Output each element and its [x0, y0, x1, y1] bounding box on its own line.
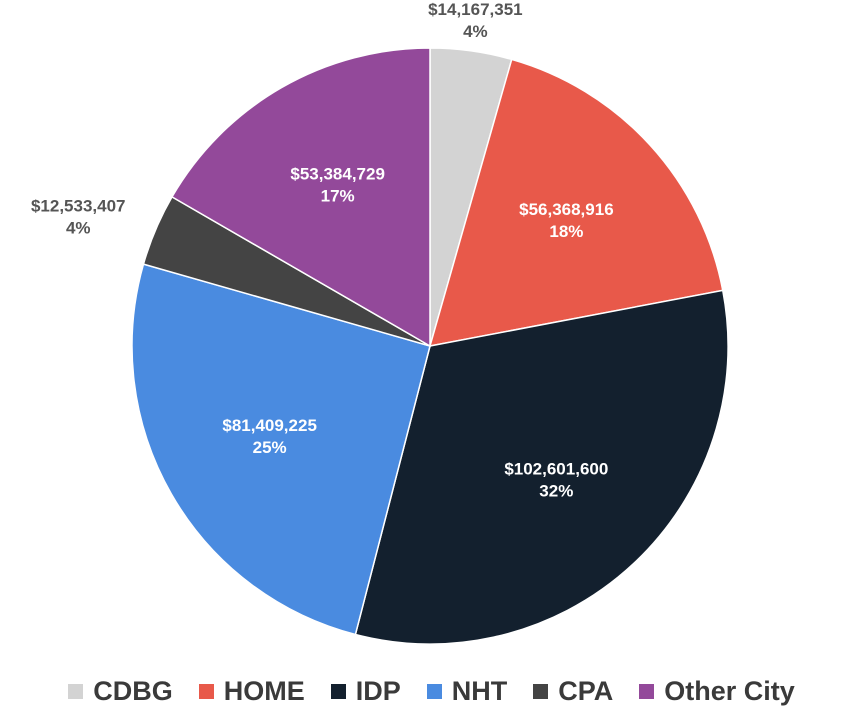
legend-item: NHT	[426, 676, 508, 707]
legend-swatch	[68, 684, 84, 699]
value-label: $56,368,916	[519, 200, 614, 219]
legend-swatch	[533, 684, 549, 699]
legend-swatch	[330, 684, 346, 699]
legend-label: IDP	[355, 676, 401, 706]
legend-item: CPA	[533, 676, 613, 707]
percent-label: 17%	[321, 186, 355, 205]
legend-swatch	[639, 684, 655, 699]
legend-swatch	[198, 684, 214, 699]
legend-label: NHT	[451, 676, 508, 706]
percent-label: 4%	[463, 22, 488, 41]
legend-label: CDBG	[93, 676, 173, 706]
value-label: $81,409,225	[222, 416, 317, 435]
legend-swatch	[426, 684, 442, 699]
legend-item: Other City	[639, 676, 795, 707]
pie-slice	[354, 289, 729, 645]
chart: $14,167,351 4% $56,368,916 18% $102,601,600 3…	[31, 0, 729, 645]
percent-label: 4%	[66, 218, 91, 237]
legend-item: IDP	[330, 676, 401, 707]
percent-label: 32%	[539, 481, 573, 500]
legend-item: HOME	[198, 676, 305, 707]
value-label: $102,601,600	[504, 459, 608, 478]
pie-slice	[170, 47, 431, 348]
legend-label: CPA	[558, 676, 614, 706]
legend-item: CDBG	[68, 676, 173, 707]
value-label: $14,167,351	[428, 0, 523, 19]
percent-label: 18%	[549, 222, 583, 241]
pie-slice	[131, 263, 431, 636]
pie-slice	[428, 58, 724, 347]
value-label: $12,533,407	[31, 196, 126, 215]
value-label: $53,384,729	[290, 164, 385, 183]
legend: CDBG HOME IDP NHT CPA Other City	[0, 660, 863, 723]
legend-label: HOME	[223, 676, 305, 706]
legend-label: Other City	[664, 676, 795, 706]
percent-label: 25%	[253, 438, 287, 457]
